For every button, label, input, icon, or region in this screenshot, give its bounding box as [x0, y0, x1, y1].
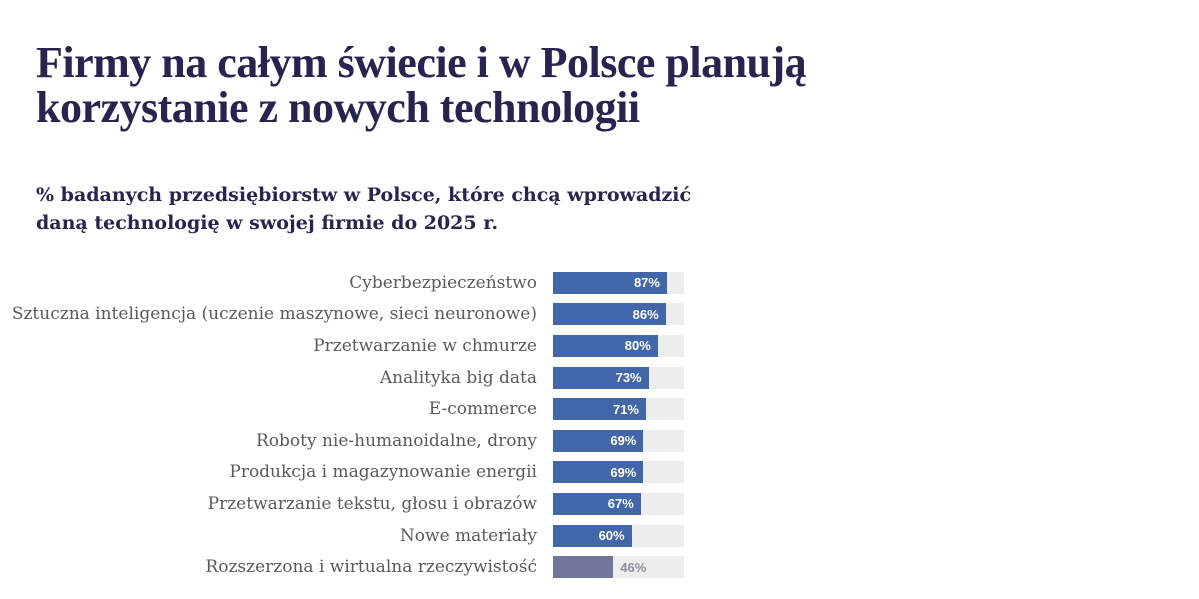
value-label: 46%: [620, 559, 647, 575]
chart-rows: Cyberbezpieczeństwo 87% Sztuczna inteligen…: [0, 267, 760, 583]
bar-fill: 86%: [553, 303, 666, 326]
chart-subtitle-line-1: % badanych przedsiębiorstw w Polsce, któ…: [36, 184, 692, 206]
category-label: Cyberbezpieczeństwo: [349, 272, 537, 293]
value-label: 86%: [632, 306, 659, 322]
bar-fill: 67%: [553, 492, 641, 515]
bar-track: 69%: [553, 461, 684, 484]
chart-row: Przetwarzanie tekstu, głosu i obrazów 67%: [0, 488, 760, 520]
bar-track: 60%: [553, 524, 684, 547]
chart-subtitle-line-2: daną technologię w swojej firmie do 2025…: [36, 212, 499, 234]
bar-fill: [553, 556, 614, 579]
value-label: 67%: [607, 496, 634, 512]
category-label: Analityka big data: [379, 367, 537, 388]
page-title-line-2: korzystanie z nowych technologii: [36, 83, 640, 132]
value-label: 80%: [624, 338, 651, 354]
value-label: 71%: [612, 401, 639, 417]
bar-track: 86%: [553, 303, 684, 326]
category-label: Sztuczna inteligencja (uczenie maszynowe…: [11, 304, 537, 325]
bar-track: 46%: [553, 556, 684, 579]
bar-fill: 69%: [553, 429, 644, 452]
chart-row: Rozszerzona i wirtualna rzeczywistość 46%: [0, 551, 760, 583]
bar-fill: 60%: [553, 524, 632, 547]
value-label: 69%: [610, 464, 637, 480]
bar-fill: 87%: [553, 271, 667, 294]
bar-track: 67%: [553, 492, 684, 515]
category-label: Przetwarzanie tekstu, głosu i obrazów: [207, 493, 537, 514]
value-label: 73%: [615, 370, 642, 386]
chart-row: Przetwarzanie w chmurze 80%: [0, 330, 760, 362]
chart-row: Cyberbezpieczeństwo 87%: [0, 267, 760, 299]
bar-track: 69%: [553, 429, 684, 452]
category-label: Produkcja i magazynowanie energii: [229, 462, 537, 483]
bar-track: 80%: [553, 334, 684, 357]
value-label: 60%: [598, 528, 625, 544]
category-label: Roboty nie-humanoidalne, drony: [255, 430, 537, 451]
bar-chart: Cyberbezpieczeństwo 87% Sztuczna inteligen…: [0, 267, 760, 583]
chart-row: Roboty nie-humanoidalne, drony 69%: [0, 425, 760, 457]
bar-track: 87%: [553, 271, 684, 294]
bar-fill: 71%: [553, 398, 646, 421]
value-label: 69%: [610, 433, 637, 449]
category-label: Rozszerzona i wirtualna rzeczywistość: [205, 557, 537, 578]
chart-row: Analityka big data 73%: [0, 362, 760, 394]
bar-fill: 69%: [553, 461, 644, 484]
bar-track: 71%: [553, 398, 684, 421]
chart-row: Sztuczna inteligencja (uczenie maszynowe…: [0, 299, 760, 331]
chart-subtitle: % badanych przedsiębiorstw w Polsce, któ…: [36, 181, 691, 237]
bar-track: 73%: [553, 366, 684, 389]
value-label: 87%: [633, 275, 660, 291]
bar-fill: 80%: [553, 334, 658, 357]
category-label: E-commerce: [428, 399, 537, 420]
chart-row: E-commerce 71%: [0, 393, 760, 425]
category-label: Nowe materiały: [399, 525, 537, 546]
bar-fill: 73%: [553, 366, 649, 389]
page-title: Firmy na całym świecie i w Polsce planuj…: [36, 38, 807, 132]
category-label: Przetwarzanie w chmurze: [313, 335, 537, 356]
page-title-line-1: Firmy na całym świecie i w Polsce planuj…: [36, 38, 807, 87]
chart-row: Nowe materiały 60%: [0, 520, 760, 552]
chart-row: Produkcja i magazynowanie energii 69%: [0, 457, 760, 489]
